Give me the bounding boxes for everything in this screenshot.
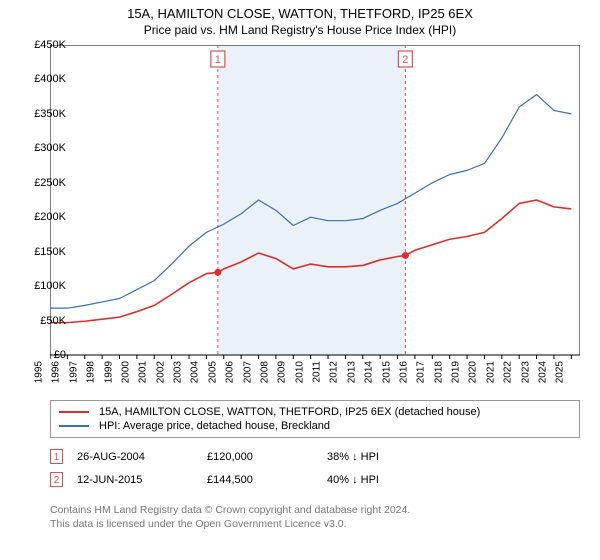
x-tick-label: 2002 <box>155 361 166 383</box>
event-table: 1 26-AUG-2004£120,00038% ↓ HPI 2 12-JUN-201… <box>50 445 580 491</box>
x-tick-label: 2014 <box>364 361 375 383</box>
legend-label: 15A, HAMILTON CLOSE, WATTON, THETFORD, I… <box>99 406 480 418</box>
y-tick-label: £300K <box>34 142 66 154</box>
x-tick-label: 2013 <box>346 361 357 383</box>
y-tick-label: £50K <box>40 315 66 327</box>
y-tick-label: £100K <box>34 280 66 292</box>
x-tick-label: 2024 <box>537 361 548 383</box>
x-tick-label: 2019 <box>451 361 462 383</box>
x-tick-label: 2007 <box>242 361 253 383</box>
x-tick-label: 2003 <box>173 361 184 383</box>
x-tick-label: 2017 <box>416 361 427 383</box>
x-tick-label: 1996 <box>51 361 62 383</box>
x-tick-label: 1998 <box>86 361 97 383</box>
chart-subtitle: Price paid vs. HM Land Registry's House … <box>0 23 600 41</box>
legend-label: HPI: Average price, detached house, Brec… <box>99 420 330 432</box>
event-price: £144,500 <box>207 474 327 486</box>
x-tick-label: 2015 <box>381 361 392 383</box>
y-tick-label: £350K <box>34 108 66 120</box>
event-row: 1 26-AUG-2004£120,00038% ↓ HPI <box>50 445 580 468</box>
x-tick-label: 2010 <box>294 361 305 383</box>
x-tick-label: 1997 <box>68 361 79 383</box>
legend-item: 15A, HAMILTON CLOSE, WATTON, THETFORD, I… <box>59 405 571 419</box>
svg-text:2: 2 <box>402 54 408 66</box>
y-tick-label: £200K <box>34 211 66 223</box>
y-tick-label: £0 <box>54 349 66 361</box>
y-tick-label: £250K <box>34 177 66 189</box>
y-tick-label: £400K <box>34 73 66 85</box>
event-date: 12-JUN-2015 <box>77 474 207 486</box>
footer-line-1: Contains HM Land Registry data © Crown c… <box>50 504 580 518</box>
chart-title: 15A, HAMILTON CLOSE, WATTON, THETFORD, I… <box>0 0 600 23</box>
event-row: 2 12-JUN-2015£144,50040% ↓ HPI <box>50 468 580 491</box>
event-delta: 40% ↓ HPI <box>327 474 447 486</box>
x-tick-label: 1999 <box>103 361 114 383</box>
event-date: 26-AUG-2004 <box>77 451 207 463</box>
x-tick-label: 2012 <box>329 361 340 383</box>
chart-plot-area: 12 <box>50 45 580 385</box>
x-tick-label: 2011 <box>312 361 323 383</box>
footer-text: Contains HM Land Registry data © Crown c… <box>50 504 580 531</box>
y-tick-label: £450K <box>34 39 66 51</box>
legend-swatch <box>59 425 89 427</box>
y-tick-label: £150K <box>34 246 66 258</box>
legend-swatch <box>59 411 89 413</box>
event-marker-box: 2 <box>50 472 63 487</box>
x-tick-label: 2008 <box>259 361 270 383</box>
legend-item: HPI: Average price, detached house, Brec… <box>59 419 571 433</box>
svg-text:1: 1 <box>215 54 221 66</box>
x-tick-label: 2009 <box>277 361 288 383</box>
x-tick-label: 2016 <box>398 361 409 383</box>
chart-svg: 12 <box>50 45 580 385</box>
legend-box: 15A, HAMILTON CLOSE, WATTON, THETFORD, I… <box>50 400 580 438</box>
event-price: £120,000 <box>207 451 327 463</box>
x-tick-label: 2004 <box>190 361 201 383</box>
x-tick-label: 2020 <box>468 361 479 383</box>
x-tick-label: 2022 <box>503 361 514 383</box>
x-tick-label: 2005 <box>207 361 218 383</box>
event-delta: 38% ↓ HPI <box>327 451 447 463</box>
x-tick-label: 2006 <box>225 361 236 383</box>
chart-container: 15A, HAMILTON CLOSE, WATTON, THETFORD, I… <box>0 0 600 560</box>
x-tick-label: 2023 <box>520 361 531 383</box>
x-tick-label: 1995 <box>34 361 45 383</box>
x-tick-label: 2021 <box>485 361 496 383</box>
x-tick-label: 2000 <box>120 361 131 383</box>
x-tick-label: 2001 <box>138 361 149 383</box>
event-marker-box: 1 <box>50 449 63 464</box>
footer-line-2: This data is licensed under the Open Gov… <box>50 518 580 532</box>
x-tick-label: 2018 <box>433 361 444 383</box>
x-tick-label: 2025 <box>555 361 566 383</box>
